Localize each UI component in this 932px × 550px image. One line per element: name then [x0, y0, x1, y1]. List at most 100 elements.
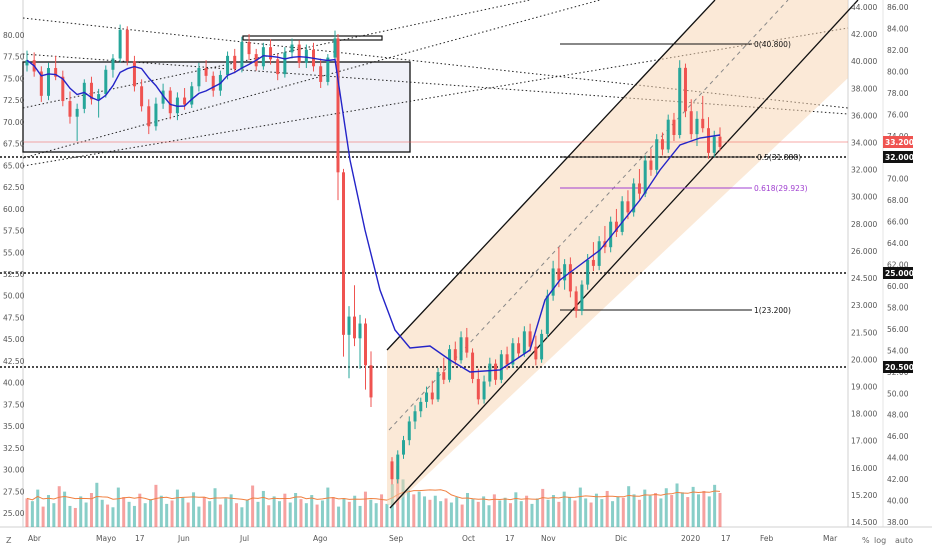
candle: [336, 34, 340, 201]
candle: [358, 314, 362, 369]
level-badge: [883, 267, 913, 279]
volume-bar: [347, 501, 351, 527]
log-toggle[interactable]: log: [874, 536, 887, 545]
volume-bar: [476, 501, 480, 527]
candle: [706, 117, 710, 159]
candle: [61, 70, 65, 107]
candle: [609, 216, 613, 253]
candle: [197, 62, 201, 92]
candle-body: [649, 160, 653, 170]
candle: [660, 132, 664, 156]
right-secondary-tick: 66.00: [887, 218, 909, 227]
candle: [517, 337, 521, 358]
right-secondary-tick: 44.00: [887, 454, 909, 463]
x-axis-label: Dic: [615, 534, 627, 543]
volume-bar: [471, 499, 475, 527]
candle-body: [190, 86, 194, 105]
candle: [125, 26, 129, 66]
candle-body: [147, 106, 151, 127]
volume-bar: [557, 501, 561, 527]
left-axis-tick: 70.00: [3, 118, 25, 127]
volume-bar: [175, 489, 179, 527]
candle-body: [297, 44, 301, 63]
right-price-tick: 23.000: [851, 301, 877, 310]
left-axis-tick: 50.00: [3, 292, 25, 301]
candle: [326, 54, 330, 86]
volume-bar: [213, 488, 217, 527]
candle-body: [364, 323, 367, 366]
volume-bar: [460, 504, 464, 527]
candle: [695, 111, 699, 147]
candle-body: [353, 316, 356, 339]
volume-bar: [406, 489, 410, 527]
candle: [712, 130, 716, 158]
candle-body: [290, 44, 294, 53]
candle-body: [104, 69, 108, 95]
candle: [655, 134, 659, 175]
volume-bar: [95, 482, 99, 527]
volume-bar: [132, 505, 136, 527]
candle: [643, 155, 647, 198]
volume-bar: [235, 503, 239, 527]
candle: [290, 38, 294, 59]
candle-body: [655, 139, 659, 170]
volume-bar: [79, 496, 83, 527]
candle-body: [545, 295, 549, 334]
volume-bar: [492, 494, 496, 527]
candle: [471, 348, 475, 384]
right-price-tick: 19.000: [851, 382, 877, 391]
level-badge-label: 20.500: [885, 363, 914, 372]
volume-bar: [46, 495, 50, 527]
volume-bar: [380, 494, 384, 527]
volume-bar: [363, 491, 367, 527]
candle-body: [471, 352, 475, 379]
volume-bar: [283, 493, 287, 527]
right-price-tick: 18.000: [851, 410, 877, 419]
candle-body: [358, 323, 362, 339]
right-price-tick: 24.500: [851, 274, 877, 283]
candle-body: [494, 363, 498, 380]
right-secondary-tick: 42.00: [887, 475, 909, 484]
volume-bar: [433, 495, 437, 527]
left-axis-tick: 80.00: [3, 31, 25, 40]
volume-bar: [202, 497, 206, 527]
candle: [75, 103, 79, 142]
right-price-tick: 40.000: [851, 57, 877, 66]
right-price-tick: 38.000: [851, 84, 877, 93]
right-secondary-tick: 60.00: [887, 282, 909, 291]
candle-body: [407, 421, 411, 441]
right-price-tick: 42.000: [851, 30, 877, 39]
candle: [111, 54, 115, 78]
percent-toggle[interactable]: %: [862, 536, 870, 545]
candle: [413, 405, 417, 430]
volume-bar: [637, 499, 641, 527]
candle-body: [540, 333, 544, 360]
volume-bar: [320, 500, 324, 527]
volume-bar: [245, 499, 249, 527]
volume-bar: [664, 488, 668, 527]
volume-bar: [149, 499, 153, 527]
drawings-layer[interactable]: 0(40.800) 0.5(31.888) 0.618(29.923) 1(23.20…: [0, 0, 859, 509]
candle-body: [75, 108, 79, 117]
candle-body: [347, 316, 351, 335]
volume-layer: [25, 465, 722, 527]
candle-body: [261, 47, 265, 67]
volume-bar: [466, 493, 470, 527]
candle-body: [534, 346, 538, 360]
candle-body: [25, 60, 29, 66]
volume-bar: [369, 499, 373, 527]
volume-bar: [503, 497, 507, 527]
auto-toggle[interactable]: auto: [895, 536, 914, 545]
timezone-button[interactable]: Z: [6, 536, 12, 545]
volume-bar: [632, 494, 636, 527]
left-axis-tick: 25.00: [3, 509, 25, 518]
candle-body: [125, 29, 129, 62]
right-secondary-tick: 78.00: [887, 89, 909, 98]
right-secondary-tick: 62.00: [887, 261, 909, 270]
volume-bar: [530, 503, 534, 527]
candle-body: [678, 67, 682, 135]
left-axis-tick: 57.50: [3, 227, 25, 236]
candle-body: [448, 349, 452, 380]
candle-body: [465, 337, 469, 353]
